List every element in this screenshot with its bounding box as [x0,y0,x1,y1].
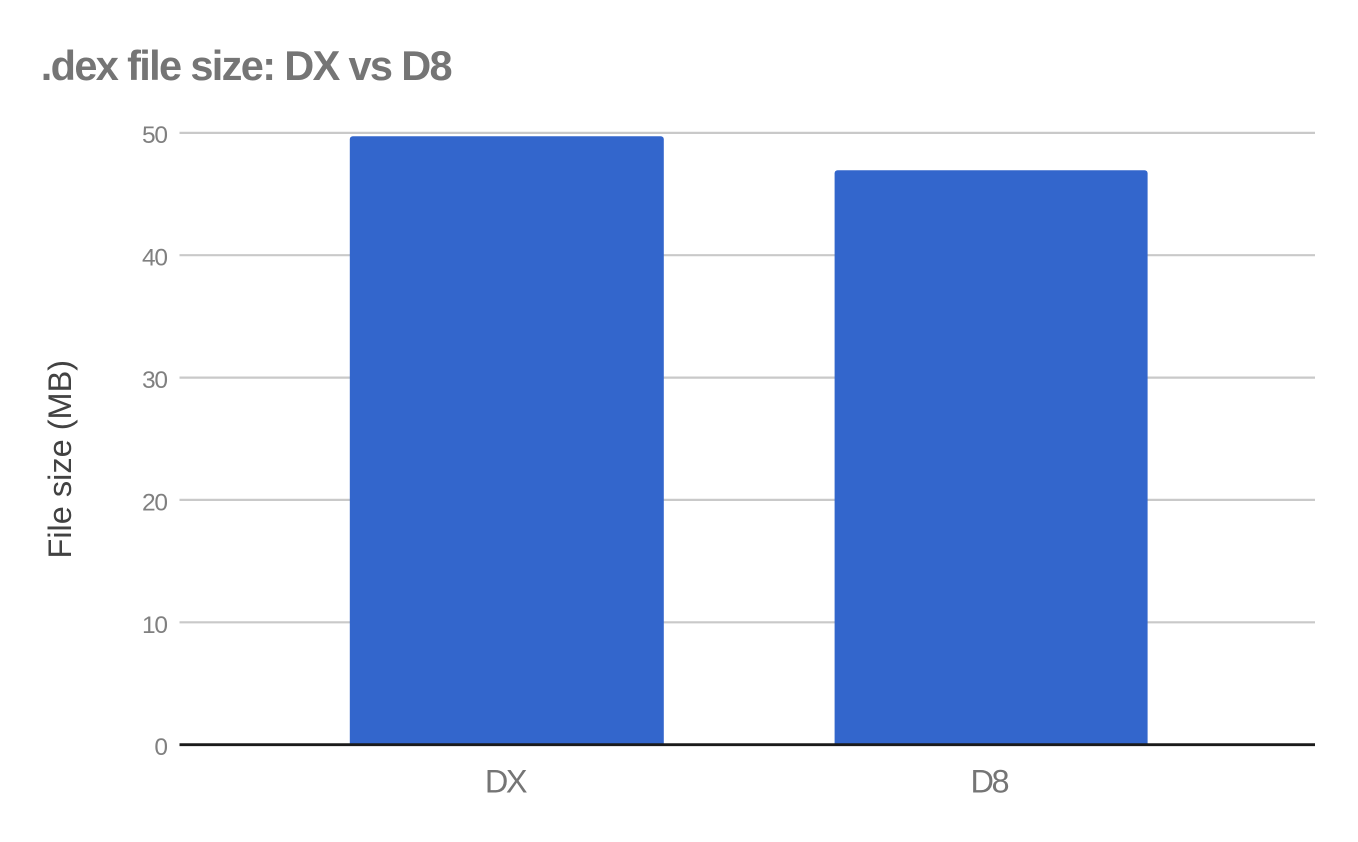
svg-text:DX: DX [485,764,527,800]
svg-text:30: 30 [142,367,167,394]
svg-text:File size (MB): File size (MB) [42,360,78,559]
svg-text:10: 10 [142,612,167,639]
svg-text:0: 0 [154,734,167,761]
svg-text:50: 50 [142,122,167,149]
svg-text:D8: D8 [971,764,1009,800]
svg-text:.dex file size: DX vs D8: .dex file size: DX vs D8 [41,42,452,89]
svg-text:40: 40 [142,245,167,272]
svg-text:20: 20 [142,489,167,516]
